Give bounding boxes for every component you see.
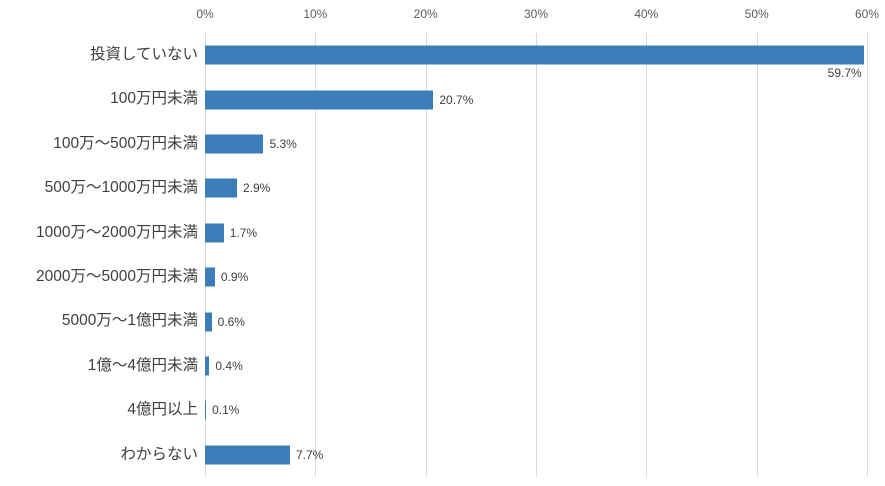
bar (205, 45, 864, 65)
x-axis-tick-label: 50% (744, 7, 769, 21)
category-label: 投資していない (89, 46, 198, 63)
category-label: 1000万〜2000万円未満 (36, 223, 198, 241)
category-label: 4億円以上 (127, 401, 198, 419)
bar-row: 0.1% (205, 388, 867, 432)
bar (205, 312, 212, 332)
x-axis-tick-label: 30% (523, 7, 549, 21)
category-label: 1億〜4億円未満 (87, 356, 198, 374)
x-axis-tick-label: 0% (196, 7, 214, 21)
gridline (867, 33, 868, 477)
bar-row: 5.3% (205, 122, 867, 166)
data-label: 0.6% (217, 314, 245, 329)
data-label: 5.3% (269, 136, 297, 151)
category-label: 100万円未満 (110, 90, 198, 108)
x-axis-tick-label: 20% (413, 7, 438, 21)
gridline (536, 33, 537, 477)
bar-row: 2.9% (205, 166, 867, 210)
bar-row: 1.7% (205, 211, 867, 255)
category-label: 100万〜500万円未満 (53, 134, 198, 152)
data-label: 0.4% (215, 358, 243, 373)
bar (205, 400, 207, 420)
data-label: 0.9% (220, 270, 249, 285)
category-label: わからない (120, 445, 198, 463)
bar (205, 356, 210, 376)
data-label: 0.1% (212, 403, 240, 418)
gridline (425, 33, 427, 477)
data-label: 7.7% (295, 447, 324, 462)
category-label: 5000万〜1億円未満 (61, 312, 198, 330)
bar (205, 223, 224, 243)
data-label: 2.9% (242, 181, 271, 196)
bar-row: 0.4% (205, 344, 867, 388)
bar (205, 445, 290, 465)
gridline (756, 33, 758, 477)
data-label: 59.7% (827, 66, 862, 81)
bar (205, 178, 237, 198)
bar-row: 59.7% (205, 33, 867, 81)
bar-row: 0.9% (205, 255, 867, 299)
category-label: 2000万〜5000万円未満 (36, 268, 198, 285)
gridline (646, 33, 648, 477)
gridline (205, 33, 206, 477)
bar (205, 267, 215, 287)
bar-row: 20.7% (205, 77, 867, 121)
data-label: 20.7% (439, 92, 474, 107)
category-label: 500万〜1000万円未満 (44, 179, 198, 197)
x-axis-tick-label: 60% (854, 7, 880, 21)
x-axis-tick-label: 40% (634, 7, 659, 21)
gridline (315, 33, 317, 477)
bar-row: 7.7% (205, 433, 867, 477)
x-axis-tick-label: 10% (303, 7, 328, 21)
bar-row: 0.6% (205, 299, 867, 343)
bar (205, 90, 434, 110)
data-label: 1.7% (229, 225, 258, 240)
bar (205, 134, 264, 154)
